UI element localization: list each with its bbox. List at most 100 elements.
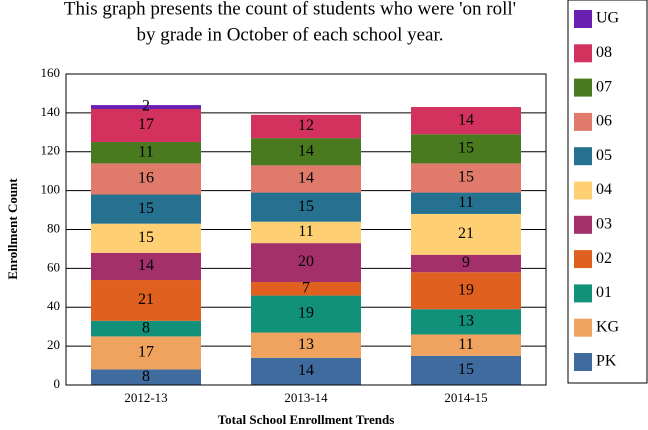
data-label: 16: [138, 170, 154, 187]
bar-segment: [91, 194, 201, 224]
legend-swatch: [574, 250, 592, 269]
data-label: 20: [298, 253, 314, 270]
data-label: 17: [138, 344, 154, 361]
bar-segment: [91, 336, 201, 370]
y-tick-label: 0: [54, 376, 61, 391]
data-label: 14: [458, 111, 474, 128]
bar-segment: [251, 332, 361, 358]
legend-swatch: [574, 181, 592, 200]
data-label: 13: [458, 313, 474, 330]
legend-label: 04: [596, 181, 612, 198]
data-label: 15: [458, 140, 474, 157]
x-tick-label: 2012-13: [124, 390, 167, 405]
bar-segment: [251, 165, 361, 193]
data-label: 19: [458, 281, 474, 298]
y-tick-label: 140: [41, 104, 61, 119]
legend-label: PK: [596, 353, 617, 370]
y-tick-label: 40: [47, 298, 60, 313]
bar-segment: [251, 221, 361, 244]
bar-segment: [251, 295, 361, 333]
y-tick-label: 80: [47, 220, 60, 235]
bar-segment: [411, 254, 521, 273]
data-label: 8: [142, 368, 150, 385]
legend-swatch: [574, 112, 592, 131]
legend-label: KG: [596, 318, 620, 335]
bar-segment: [411, 272, 521, 310]
data-label: 21: [138, 291, 154, 308]
data-label: 17: [138, 116, 154, 133]
bar-segment: [251, 357, 361, 385]
data-label: 19: [298, 305, 314, 322]
legend-label: 07: [596, 78, 612, 95]
legend-swatch: [574, 78, 592, 97]
data-label: 15: [458, 169, 474, 186]
bar-segment: [251, 138, 361, 166]
data-label: 11: [458, 336, 473, 353]
data-label: 15: [138, 229, 154, 246]
y-tick-label: 20: [47, 337, 60, 352]
bar-segment: [251, 192, 361, 222]
bar-segment: [91, 252, 201, 281]
x-tick-label: 2013-14: [284, 390, 328, 405]
data-label: 2: [142, 98, 150, 115]
legend-label: 03: [596, 215, 612, 232]
legend-swatch: [574, 284, 592, 303]
y-tick-label: 160: [41, 65, 61, 80]
data-label: 14: [138, 257, 154, 274]
data-label: 15: [138, 200, 154, 217]
legend-swatch: [574, 353, 592, 371]
bar-segment: [251, 114, 361, 139]
bar-segment: [91, 320, 201, 337]
bar-segment: [91, 142, 201, 164]
data-label: 15: [298, 198, 314, 215]
bar-segment: [91, 223, 201, 253]
data-label: 14: [298, 170, 314, 187]
y-tick-label: 120: [41, 143, 61, 158]
bar-segment: [411, 107, 521, 135]
plot-frame: [65, 73, 547, 386]
data-label: 11: [458, 194, 473, 211]
bar-segment: [411, 134, 521, 164]
bar-segment: [91, 369, 201, 385]
legend-swatch: [574, 147, 592, 166]
data-label: 11: [138, 143, 153, 160]
x-axis-label: Total School Enrollment Trends: [218, 412, 395, 427]
legend-swatch: [574, 44, 592, 63]
legend-label: 08: [596, 44, 612, 61]
bar-segment: [411, 213, 521, 255]
y-tick-label: 60: [47, 259, 60, 274]
legend-label: 06: [596, 113, 612, 130]
data-label: 14: [298, 362, 314, 379]
x-tick-label: 2014-15: [444, 390, 487, 405]
legend-label: 01: [596, 284, 612, 301]
data-label: 14: [298, 142, 314, 159]
legend-label: 05: [596, 147, 612, 164]
data-label: 13: [298, 336, 314, 353]
bar-segment: [91, 163, 201, 195]
bar-segment: [251, 243, 361, 282]
bar-segment: [411, 192, 521, 214]
data-label: 11: [298, 223, 313, 240]
legend-swatch: [574, 215, 592, 234]
chart-title: by grade in October of each school year.: [136, 24, 443, 45]
data-label: 7: [302, 279, 310, 296]
bar-segment: [411, 355, 521, 385]
data-label: 12: [298, 117, 314, 134]
bar-segment: [251, 281, 361, 296]
data-label: 15: [458, 361, 474, 378]
legend-swatch: [574, 318, 592, 337]
data-label: 8: [142, 319, 150, 336]
data-label: 9: [462, 254, 470, 271]
y-tick-label: 100: [41, 182, 61, 197]
legend-swatch: [574, 10, 592, 28]
bar-segment: [91, 280, 201, 321]
legend-label: UG: [596, 10, 620, 27]
bar-segment: [411, 309, 521, 335]
legend-label: 02: [596, 250, 612, 267]
bar-segment: [411, 163, 521, 193]
bar-segment: [411, 334, 521, 356]
y-axis-label: Enrollment Count: [5, 178, 20, 280]
bar-segment: [91, 105, 201, 109]
chart-title: This graph presents the count of student…: [64, 0, 516, 19]
